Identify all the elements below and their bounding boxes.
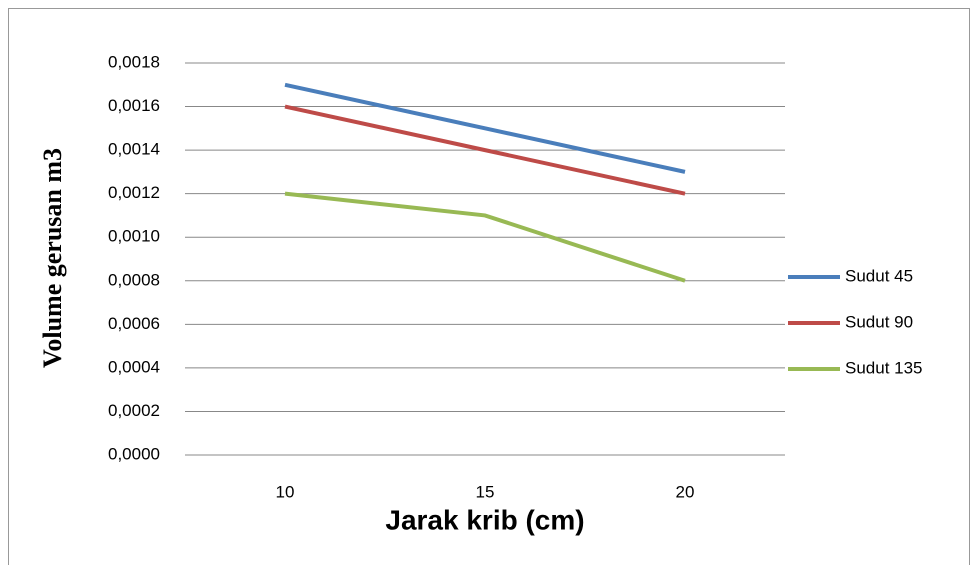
x-tick-label: 20 xyxy=(676,482,695,501)
x-tick-label: 15 xyxy=(476,482,495,501)
y-tick-label: 0,0006 xyxy=(108,314,160,333)
x-tick-label: 10 xyxy=(276,482,295,501)
y-tick-label: 0,0008 xyxy=(108,270,160,289)
y-tick-label: 0,0010 xyxy=(108,227,160,246)
y-tick-label: 0,0012 xyxy=(108,183,160,202)
series-line xyxy=(284,191,686,283)
y-tick-label: 0,0014 xyxy=(108,140,160,159)
x-axis-title: Jarak krib (cm) xyxy=(385,504,584,535)
legend-label: Sudut 45 xyxy=(845,266,913,285)
legend-label: Sudut 135 xyxy=(845,358,923,377)
legend-label: Sudut 90 xyxy=(845,312,913,331)
series-line xyxy=(284,82,686,174)
y-axis-title: Volume gerusan m3 xyxy=(38,148,67,368)
chart-frame xyxy=(8,8,970,565)
y-tick-label: 0,0004 xyxy=(108,357,160,376)
y-tick-label: 0,0016 xyxy=(108,96,160,115)
y-tick-label: 0,0000 xyxy=(108,444,160,463)
y-tick-label: 0,0002 xyxy=(108,401,160,420)
series-line xyxy=(284,104,686,196)
y-tick-label: 0,0018 xyxy=(108,52,160,71)
